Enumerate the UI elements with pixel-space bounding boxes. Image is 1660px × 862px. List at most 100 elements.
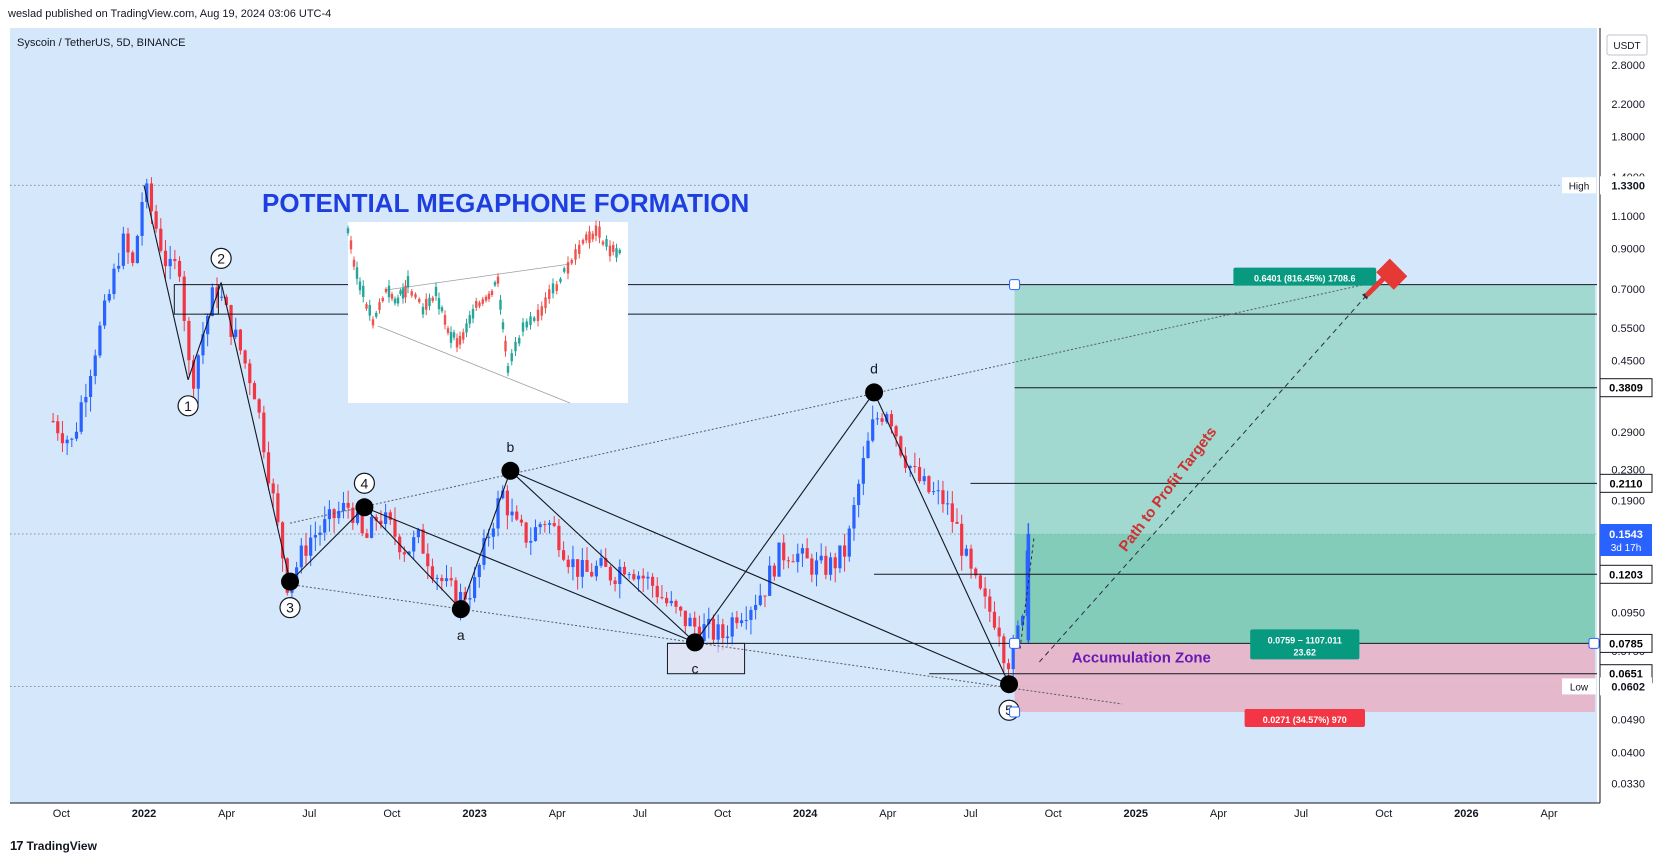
wave-label: 4 [361,475,369,491]
inset-candle-body [598,226,601,238]
wave-pivot-dot [1000,675,1019,694]
candle-body [379,520,383,525]
inset-candle-body [365,304,368,309]
inset-candle-body [390,294,394,299]
candle-body [763,595,767,597]
candle-body [238,329,243,351]
candle-body [191,360,196,389]
candle-body [440,577,444,582]
inset-candle-body [510,353,513,362]
candle-body [576,559,580,577]
inset-candle-body [352,259,356,267]
stats-label: 0.0759 − 1107.011 [1268,635,1342,645]
candle-body [88,376,93,397]
candle-body [665,597,669,604]
inset-candle-body [608,245,612,257]
inset-candle-body [418,298,421,303]
inset-candle-body [387,285,391,298]
candle-body [1002,636,1006,664]
inset-candle-body [570,259,573,264]
candle-body [121,233,125,266]
candles [51,177,1031,677]
candle-body [842,545,847,557]
wave-pivot-dot [865,383,884,402]
candle-body [908,466,912,468]
candle-body [360,512,364,534]
candle-body [341,502,346,511]
x-tick-label: Jul [963,808,977,820]
drag-handle [1588,637,1600,649]
inset-candle-body [425,298,428,310]
candle-body [960,523,964,556]
currency-label: USDT [1613,41,1640,52]
candle-body [491,528,495,537]
x-tick-label: 2026 [1454,808,1478,820]
x-tick-label: Apr [1210,808,1227,820]
x-tick-label: Apr [879,808,896,820]
wave-pivot-dot [501,461,520,480]
candle-body [337,510,341,519]
inset-candle-body [428,297,431,307]
inset-candle-body [421,306,425,315]
candle-body [594,565,598,577]
inset-candle-body [362,285,365,297]
candle-body [210,287,214,316]
tradingview-brand[interactable]: 17 TradingView [10,838,97,853]
candle-body [365,533,369,538]
candle-body [983,588,987,597]
wave-line [220,282,291,582]
candle-body [154,211,158,229]
current-move-line [1019,538,1035,649]
inset-candle-body [481,299,484,304]
candle-body [74,431,79,439]
x-tick-label: Oct [714,808,731,820]
wave-label: c [692,660,699,676]
inset-candle-body [446,328,450,333]
y-tick-label: 0.0490 [1611,715,1645,727]
inset-candle-body [555,284,558,291]
y-tick-label: 1.1000 [1611,211,1645,223]
stop-label: 0.0271 (34.57%) 970 [1263,715,1347,725]
price-label: 0.0785 [1609,638,1643,650]
inset-candle-body [493,282,497,286]
realized-profit-zone [1014,534,1595,644]
current-price-label: 0.1543 [1609,529,1643,541]
candle-body [140,201,144,236]
candle-body [754,604,758,610]
x-tick-label: Jul [1294,808,1308,820]
inset-candle-body [434,286,438,297]
candle-body [435,577,439,580]
wave-line [460,470,511,610]
inset-candle-body [551,283,555,294]
candle-body [84,396,88,403]
inset-candle-body [518,337,521,344]
inset-candle-body [525,321,528,328]
candle-body [117,265,121,269]
candle-body [482,538,486,565]
candle-body [917,466,922,482]
inset-candle-body [401,288,405,299]
candle-body [163,250,168,267]
inset-candle-body [581,240,585,244]
y-tick-label: 1.8000 [1611,131,1645,143]
candle-body [768,565,772,596]
inset-candle-body [521,322,525,332]
price-label-box [1599,633,1653,653]
wave-label: 3 [286,600,294,616]
candle-body [257,399,261,413]
wave-label: 1 [184,398,192,414]
candle-body [473,577,477,599]
chart-title: POTENTIAL MEGAPHONE FORMATION [262,188,749,218]
inset-candle-body [455,338,459,348]
candle-body [557,525,561,551]
inset-candle-body [452,332,456,338]
candle-body [730,617,734,637]
inset-candle-body [536,309,540,321]
candle-body [313,535,317,538]
candle-body [636,575,641,580]
inset-candle-body [384,288,388,293]
candle-body [93,355,97,377]
wave-label-circle [210,247,232,270]
x-tick-label: Apr [549,808,566,820]
